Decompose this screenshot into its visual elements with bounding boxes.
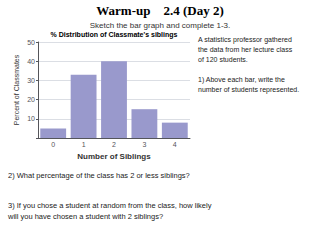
svg-text:number of students represented: number of students represented.	[198, 86, 299, 94]
svg-text:2: 2	[112, 141, 116, 148]
svg-text:Number of Siblings: Number of Siblings	[77, 152, 151, 161]
svg-text:2) What percentage of the clas: 2) What percentage of the class has 2 or…	[8, 171, 190, 180]
svg-text:1) Above each bar, write the: 1) Above each bar, write the	[198, 76, 285, 84]
svg-text:3: 3	[142, 141, 146, 148]
svg-text:Warm-up 2.4 (Day 2): Warm-up 2.4 (Day 2)	[96, 3, 223, 18]
svg-text:4: 4	[173, 141, 177, 148]
svg-text:50: 50	[27, 39, 35, 46]
svg-text:% Distribution of Classmate's: % Distribution of Classmate's siblings	[51, 31, 178, 39]
svg-text:3) If you chose a student at r: 3) If you chose a student at random from…	[8, 201, 212, 210]
svg-text:A statistics professor gathere: A statistics professor gathered	[198, 36, 292, 44]
svg-text:1: 1	[82, 141, 86, 148]
svg-text:will you have chosen a student: will you have chosen a student with 2 si…	[7, 212, 163, 221]
svg-text:Sketch the bar graph and compl: Sketch the bar graph and complete 1-3.	[90, 21, 231, 30]
svg-text:of 120 students.: of 120 students.	[198, 56, 248, 63]
svg-text:40: 40	[27, 58, 35, 65]
svg-text:the data from her lecture clas: the data from her lecture class	[198, 46, 293, 53]
svg-text:0: 0	[51, 141, 55, 148]
svg-text:Percent of Classmates: Percent of Classmates	[13, 54, 20, 125]
svg-text:30: 30	[27, 77, 35, 84]
svg-text:20: 20	[27, 96, 35, 103]
svg-text:10: 10	[27, 115, 35, 122]
